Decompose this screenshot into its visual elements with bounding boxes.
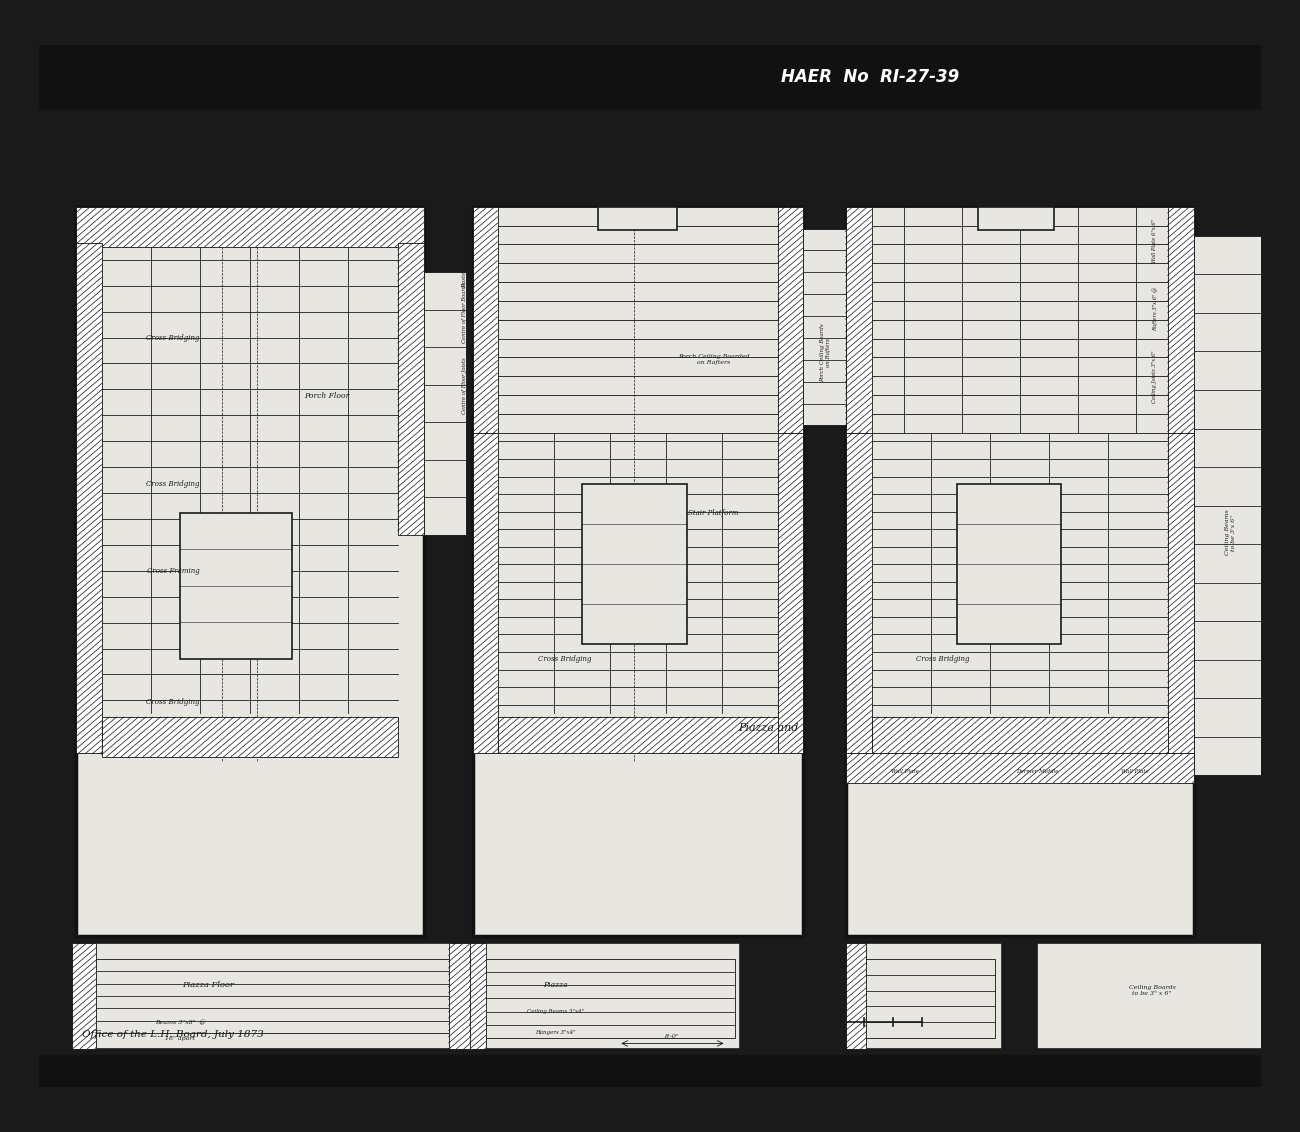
Bar xyxy=(75,243,101,754)
Text: Cross Framing: Cross Framing xyxy=(147,567,200,575)
Text: Porch Ceiling Boards
on Rafters: Porch Ceiling Boards on Rafters xyxy=(820,323,831,381)
Bar xyxy=(1167,207,1193,432)
Text: Middle Line: Middle Line xyxy=(634,1060,642,1101)
Text: TWG03B: TWG03B xyxy=(1062,1064,1117,1078)
Text: Plate 6: Plate 6 xyxy=(1176,145,1218,158)
Bar xyxy=(474,959,734,1038)
Text: Ceiling Boards
to be 3" x 6": Ceiling Boards to be 3" x 6" xyxy=(1128,985,1175,996)
Text: Piazza and Roof: Piazza and Roof xyxy=(933,1054,1023,1064)
Text: Office of the L.H. Board, July 1873: Office of the L.H. Board, July 1873 xyxy=(82,1030,264,1039)
Text: Wall Plate: Wall Plate xyxy=(891,769,919,774)
Bar xyxy=(803,229,849,426)
Bar xyxy=(845,432,871,754)
Bar xyxy=(424,273,465,534)
Text: Wall Plate: Wall Plate xyxy=(1121,769,1148,774)
Bar xyxy=(777,207,803,432)
Bar xyxy=(871,717,1167,754)
Bar xyxy=(1193,235,1268,775)
Text: Hangers 3"x4": Hangers 3"x4" xyxy=(536,1030,576,1036)
Bar xyxy=(73,943,96,1048)
Bar xyxy=(70,123,1230,1045)
Bar xyxy=(473,207,498,432)
Bar xyxy=(473,432,498,754)
Text: Centre of Floor Joists: Centre of Floor Joists xyxy=(462,357,467,413)
Bar xyxy=(845,207,1193,432)
Bar xyxy=(75,207,424,936)
Bar xyxy=(64,118,1236,1050)
Bar xyxy=(73,943,473,1048)
Text: .  3d District: . 3d District xyxy=(82,145,156,158)
Bar xyxy=(957,483,1061,644)
Bar xyxy=(77,959,469,1032)
Text: Ceiling Beams 3"x4": Ceiling Beams 3"x4" xyxy=(526,1010,584,1014)
Text: Rafters 3"x 6" @: Rafters 3"x 6" @ xyxy=(1152,286,1157,331)
Bar xyxy=(845,207,1193,936)
Text: Middle Line: Middle Line xyxy=(1015,1060,1023,1101)
Bar xyxy=(803,229,849,426)
Text: Cross Bridging: Cross Bridging xyxy=(147,334,200,342)
Bar xyxy=(181,513,291,659)
Text: Ceiling Joists 3"x 6": Ceiling Joists 3"x 6" xyxy=(1152,350,1157,403)
Text: Framing Plans: Framing Plans xyxy=(594,171,706,185)
Bar xyxy=(498,717,777,754)
Text: 16" apart: 16" apart xyxy=(165,1036,195,1040)
Text: 8'x10'': 8'x10'' xyxy=(199,1090,231,1099)
Text: Stair Platform: Stair Platform xyxy=(689,509,738,517)
Bar xyxy=(1193,235,1268,775)
Bar xyxy=(39,45,1261,108)
Text: Piazza Floor: Piazza Floor xyxy=(182,981,234,989)
Bar xyxy=(473,207,803,936)
Bar xyxy=(581,483,688,644)
Text: 8'x10'': 8'x10'' xyxy=(582,1090,614,1099)
Text: FIRST  ORDER  L.H.  FOR  BLOCK  ISLAND, R.I.: FIRST ORDER L.H. FOR BLOCK ISLAND, R.I. xyxy=(406,143,894,161)
Text: Porch Floor: Porch Floor xyxy=(304,393,348,401)
Text: Second Tier of Beams: Second Tier of Beams xyxy=(537,1070,660,1080)
Text: Middle Line: Middle Line xyxy=(252,1060,261,1101)
Bar xyxy=(75,207,424,247)
Text: Cross Bridging: Cross Bridging xyxy=(538,654,592,662)
Bar xyxy=(853,959,996,1038)
Bar xyxy=(473,207,803,432)
Bar xyxy=(978,207,1054,230)
Text: Cross Bridging: Cross Bridging xyxy=(147,698,200,706)
Bar xyxy=(845,207,871,432)
Bar xyxy=(598,207,677,230)
Text: HAER  No  RI-27-39: HAER No RI-27-39 xyxy=(781,68,959,86)
Bar xyxy=(469,943,740,1048)
Bar xyxy=(469,943,486,1048)
Bar xyxy=(448,943,473,1048)
Bar xyxy=(1167,432,1193,754)
Bar xyxy=(845,943,1002,1048)
Text: Cross Bridging: Cross Bridging xyxy=(147,480,200,488)
Bar xyxy=(398,243,424,534)
Bar xyxy=(101,717,398,757)
Text: Scale: Scale xyxy=(826,1035,845,1043)
Text: Cross Bridging: Cross Bridging xyxy=(916,654,970,662)
Bar xyxy=(845,943,866,1048)
Text: Beams 3"x8"  @: Beams 3"x8" @ xyxy=(155,1020,205,1024)
Text: Dormer Middle: Dormer Middle xyxy=(1015,769,1058,774)
Text: Porch Ceiling Boarded
on Rafters: Porch Ceiling Boarded on Rafters xyxy=(677,354,750,366)
Text: Piazza: Piazza xyxy=(543,981,568,989)
Text: First tier of Beams: First tier of Beams xyxy=(162,1070,268,1080)
Text: Centre of Floor Boards: Centre of Floor Boards xyxy=(462,282,467,343)
Text: Piazza and Roof: Piazza and Roof xyxy=(738,723,828,732)
Bar xyxy=(777,432,803,754)
Text: Wall Plate 6"x 6": Wall Plate 6"x 6" xyxy=(1152,218,1157,263)
Text: 8'-0": 8'-0" xyxy=(666,1034,680,1038)
Text: Plastered and jointed Beams Heads: Plastered and jointed Beams Heads xyxy=(462,194,467,288)
Text: Ceiling Beams
to be 3'x 6'': Ceiling Beams to be 3'x 6'' xyxy=(1225,509,1236,556)
Bar xyxy=(1037,943,1264,1048)
Bar xyxy=(424,273,465,534)
Bar xyxy=(39,1055,1261,1087)
Bar xyxy=(845,754,1193,782)
